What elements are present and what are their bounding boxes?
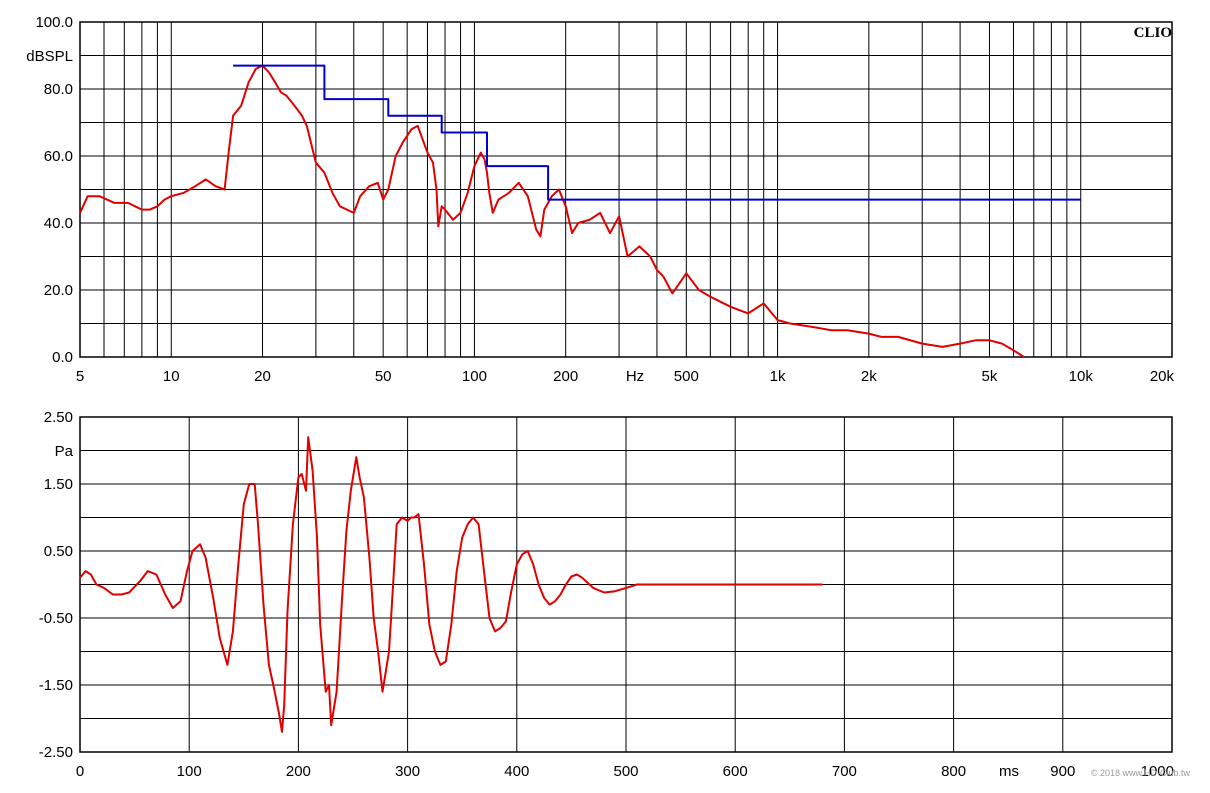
frequency-response-limit-series-line: [233, 64, 1081, 201]
x-tick-label: 1000: [1141, 763, 1174, 780]
x-tick-label: 400: [504, 763, 529, 780]
watermark: © 2018 www.HD-Club.tw: [1091, 768, 1191, 778]
x-tick-label: 600: [723, 763, 748, 780]
y-tick-label: 2.50: [44, 409, 73, 426]
x-tick-label: 100: [177, 763, 202, 780]
x-tick-label: 200: [553, 368, 578, 385]
frequency-response-measured-series-line: [79, 64, 1025, 358]
x-tick-label: 100: [462, 368, 487, 385]
y-tick-label: 1.50: [44, 476, 73, 493]
y-tick-label: -0.50: [39, 610, 73, 627]
x-tick-label: 5k: [982, 368, 998, 385]
x-tick-label: 2k: [861, 368, 877, 385]
x-tick-label: 800: [941, 763, 966, 780]
x-tick-label: 500: [674, 368, 699, 385]
y-unit-label: Pa: [55, 443, 74, 460]
y-tick-label: 60.0: [44, 148, 73, 165]
x-unit-label: ms: [999, 763, 1019, 780]
x-tick-label: 200: [286, 763, 311, 780]
x-tick-label: 20: [254, 368, 271, 385]
frequency-response-chart: 0.0 20.0 40.0 60.0 80.0 100.0 dBSPL 5 10 20 50 100 2…: [26, 14, 1174, 385]
y-tick-label: 0.50: [44, 543, 73, 560]
y-tick-label: 40.0: [44, 215, 73, 232]
frequency-response-frame: [79, 21, 1173, 358]
x-tick-label: 1k: [770, 368, 786, 385]
y-tick-label: 20.0: [44, 282, 73, 299]
y-tick-label: -2.50: [39, 744, 73, 761]
x-unit-label: Hz: [626, 368, 644, 385]
y-tick-label: 100.0: [35, 14, 73, 31]
step-response-frame: [79, 416, 1173, 753]
brand-logo: CLIO: [1134, 25, 1172, 41]
y-tick-label: 0.0: [52, 349, 73, 366]
x-tick-label: 0: [76, 763, 84, 780]
step-response-chart: 2.50 1.50 0.50 -0.50 -1.50 -2.50 Pa 0 100 200 300 4…: [39, 409, 1174, 780]
x-tick-label: 50: [375, 368, 392, 385]
x-tick-label: 10: [163, 368, 180, 385]
y-unit-label: dBSPL: [26, 48, 73, 65]
x-tick-label: 500: [613, 763, 638, 780]
x-tick-label: 900: [1050, 763, 1075, 780]
x-tick-label: 10k: [1069, 368, 1094, 385]
step-response-measured-series-line: [79, 436, 823, 733]
x-tick-label: 700: [832, 763, 857, 780]
x-tick-label: 20k: [1150, 368, 1175, 385]
x-tick-label: 300: [395, 763, 420, 780]
y-tick-label: 80.0: [44, 81, 73, 98]
y-tick-label: -1.50: [39, 677, 73, 694]
step-response-hgrid: [80, 416, 1172, 753]
x-tick-label: 5: [76, 368, 84, 385]
